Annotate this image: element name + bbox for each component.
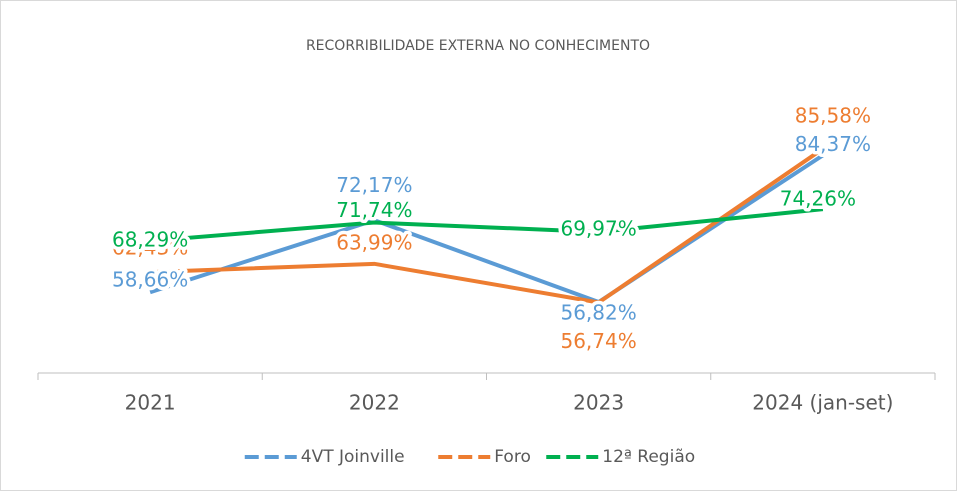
data-label: 69,97% [560, 216, 636, 240]
data-label: 56,74% [560, 329, 636, 353]
legend-item: Foro [438, 447, 531, 467]
data-label: 74,26% [780, 187, 856, 211]
x-tick-label: 2023 [573, 391, 624, 415]
series-line [150, 147, 825, 305]
data-label: 62,43% [112, 236, 188, 260]
legend-label: 12ª Região [602, 447, 695, 467]
x-tick-label: 2022 [349, 391, 400, 415]
legend-label: Foro [494, 447, 531, 467]
data-label: 71,74% [336, 198, 412, 222]
legend-label: 4VT Joinville [301, 447, 405, 467]
data-label: 84,37% [795, 132, 871, 156]
chart-title: RECORRIBILIDADE EXTERNA NO CONHECIMENTO [306, 38, 650, 54]
data-label: 56,82% [560, 301, 636, 325]
x-tick-label: 2021 [125, 391, 176, 415]
legend-item: 4VT Joinville [244, 447, 405, 467]
series-line [149, 153, 824, 305]
data-label: 72,17% [336, 173, 412, 197]
data-label: 58,66% [112, 268, 188, 292]
data-label: 85,58% [795, 103, 871, 127]
data-label: 63,99% [336, 230, 412, 254]
x-tick-label: 2024 (jan-set) [752, 391, 893, 415]
data-label: 68,29% [112, 227, 188, 251]
series-line [149, 207, 824, 243]
legend-item: 12ª Região [546, 447, 695, 467]
